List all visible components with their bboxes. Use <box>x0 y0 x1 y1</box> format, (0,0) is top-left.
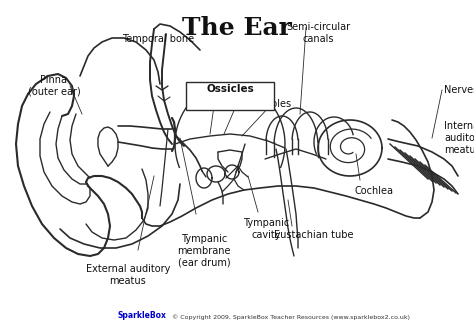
Text: Ossicles: Ossicles <box>206 84 254 94</box>
Text: Nerves: Nerves <box>444 85 474 95</box>
Text: Internal
auditory
meatus: Internal auditory meatus <box>444 121 474 155</box>
Text: The Ear: The Ear <box>182 16 292 40</box>
Text: Pinna
(outer ear): Pinna (outer ear) <box>27 75 81 97</box>
Text: Eustachian tube: Eustachian tube <box>274 230 354 240</box>
Text: Malleous: Malleous <box>196 99 239 109</box>
Text: External auditory
meatus: External auditory meatus <box>86 264 170 286</box>
Text: Temporal bone: Temporal bone <box>122 34 194 44</box>
Text: © Copyright 2009, SparkleBox Teacher Resources (www.sparklebox2.co.uk): © Copyright 2009, SparkleBox Teacher Res… <box>172 314 410 320</box>
Text: Semi-circular
canals: Semi-circular canals <box>286 22 350 44</box>
Text: Cochlea: Cochlea <box>355 186 393 196</box>
Text: Tympanic
membrane
(ear drum): Tympanic membrane (ear drum) <box>177 234 231 267</box>
Text: Staples: Staples <box>255 99 291 109</box>
Text: SparkleBox: SparkleBox <box>118 311 167 320</box>
Text: Incus: Incus <box>225 99 251 109</box>
Bar <box>186 82 274 110</box>
Text: Tympanic
cavity: Tympanic cavity <box>243 218 289 239</box>
